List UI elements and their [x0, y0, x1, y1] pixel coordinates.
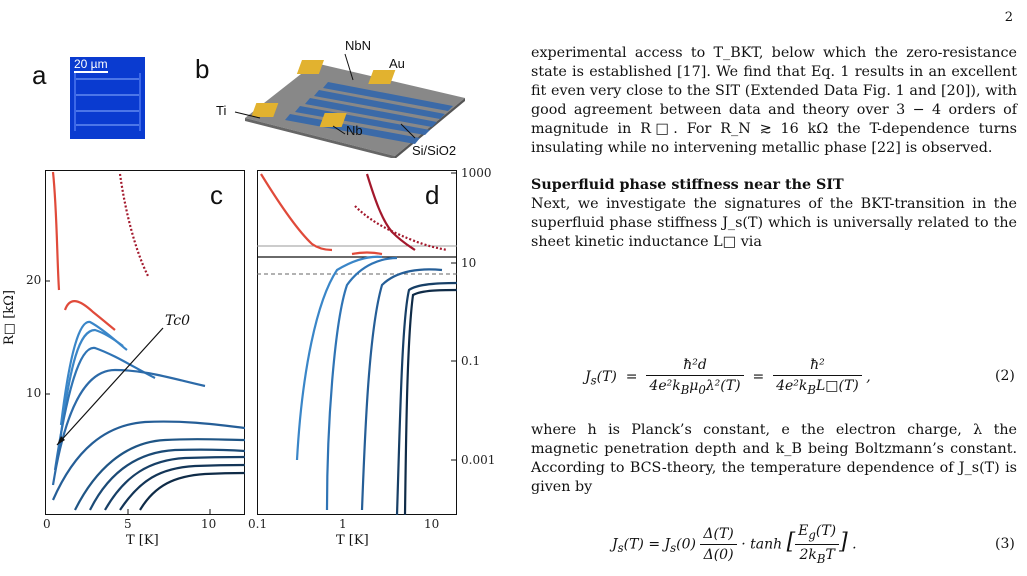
d-ytick-10: 10	[461, 256, 477, 270]
panel-b-letter: b	[195, 54, 210, 84]
d-ytick-1000: 1000	[461, 166, 492, 180]
equation-3: Js(T) = Js(0) Δ(T) Δ(0) · tanh [Eg(T) 2kBT…	[612, 523, 857, 566]
panel-b-device-schematic	[234, 53, 465, 158]
page-number: 2	[1004, 10, 1013, 25]
panel-c-letter: c	[210, 180, 223, 210]
d-xtick-1: 1	[339, 517, 347, 531]
text-column-lower: where h is Planck’s constant, e the elec…	[531, 421, 1017, 497]
equation-3-number: (3)	[995, 536, 1015, 552]
paragraph-2: Next, we investigate the signatures of t…	[531, 196, 1017, 250]
text-column: experimental access to T_BKT, below whic…	[531, 44, 1017, 252]
paragraph-1: experimental access to T_BKT, below whic…	[531, 45, 1017, 156]
c-xtick-0: 0	[43, 517, 51, 531]
panel-c-plot	[45, 170, 245, 515]
c-xtick-5: 5	[124, 517, 132, 531]
c-xtick-10: 10	[201, 517, 217, 531]
d-xlabel: T [K]	[336, 533, 369, 548]
equation-2: Js(T) = ħ²d 4e²kBμ0λ²(T) = ħ² 4e²kBL□(T) ,	[585, 357, 871, 397]
panel-a-micrograph: 20 µm	[70, 57, 145, 139]
panel-d-plot	[257, 170, 457, 515]
d-xtick-0.1: 0.1	[248, 517, 268, 531]
d-xtick-10: 10	[424, 517, 440, 531]
panel-a-letter: a	[32, 60, 47, 90]
c-ytick-10: 10	[26, 386, 42, 400]
d-ytick-0.001: 0.001	[461, 453, 496, 467]
tc0-arrow	[56, 327, 164, 446]
scale-bar: 20 µm	[74, 57, 108, 73]
label-ti: Ti	[216, 103, 227, 118]
tc0-annotation: Tc0	[165, 313, 190, 329]
paragraph-3: where h is Planck’s constant, e the elec…	[531, 422, 1017, 495]
c-xlabel: T [K]	[126, 533, 159, 548]
panel-d-letter: d	[425, 180, 440, 210]
micrograph-stripes	[70, 57, 145, 139]
section-heading: Superfluid phase stiffness near the SIT	[531, 177, 844, 193]
c-ytick-20: 20	[26, 273, 42, 287]
label-substrate: Si/SiO2	[412, 143, 457, 158]
label-nbn: NbN	[345, 38, 372, 53]
c-ylabel: R□ [kΩ]	[2, 289, 17, 345]
label-nb: Nb	[346, 123, 363, 138]
d-ytick-0.1: 0.1	[461, 354, 481, 368]
equation-2-number: (2)	[995, 368, 1015, 384]
label-au: Au	[389, 56, 405, 71]
